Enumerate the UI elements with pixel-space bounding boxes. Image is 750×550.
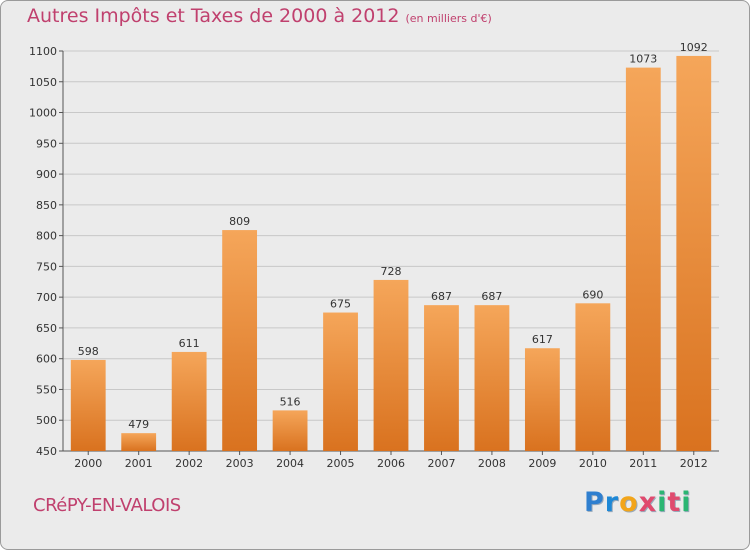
y-tick-label: 550 [36,383,57,396]
x-tick-label: 2006 [377,457,405,470]
bar [676,55,712,452]
chart-subtitle: (en milliers d'€) [405,12,492,25]
y-tick-label: 950 [36,137,57,150]
logo-letter: o [619,487,639,518]
town-name: CRéPY-EN-VALOIS [33,495,181,516]
data-label: 598 [78,345,99,358]
data-label: 687 [481,290,502,303]
y-tick-label: 750 [36,260,57,273]
logo-letter: x [638,487,658,518]
x-tick-label: 2000 [74,457,102,470]
y-tick-label: 850 [36,199,57,212]
bar [625,67,661,451]
logo-letter: i [657,487,668,518]
x-tick-label: 2012 [680,457,708,470]
y-tick-label: 1000 [29,107,57,120]
y-tick-label: 650 [36,322,57,335]
x-tick-label: 2007 [427,457,455,470]
x-tick-label: 2008 [478,457,506,470]
y-tick-label: 800 [36,230,57,243]
bar [171,351,207,451]
y-tick-label: 1100 [29,45,57,58]
x-tick-label: 2002 [175,457,203,470]
data-label: 617 [532,333,553,346]
x-tick-label: 2001 [125,457,153,470]
data-label: 516 [280,395,301,408]
x-tick-label: 2004 [276,457,304,470]
data-label: 728 [381,265,402,278]
logo-letter: P [584,487,605,518]
x-tick-label: 2003 [226,457,254,470]
data-label: 1073 [629,53,657,66]
data-label: 675 [330,298,351,311]
data-label: 687 [431,290,452,303]
data-label: 611 [179,337,200,350]
x-tick-label: 2010 [579,457,607,470]
bar [121,433,157,451]
data-label: 1092 [680,41,708,54]
bar [323,312,358,451]
bar [524,348,560,451]
y-tick-label: 450 [36,445,57,458]
bar [424,305,459,451]
proxiti-logo: Proxiti [584,487,692,518]
y-tick-label: 1050 [29,76,57,89]
chart-title: Autres Impôts et Taxes de 2000 à 2012 (en… [27,5,492,27]
logo-letter: i [681,487,692,518]
chart-title-text: Autres Impôts et Taxes de 2000 à 2012 [27,5,400,27]
data-label: 479 [128,418,149,431]
x-tick-label: 2011 [629,457,657,470]
y-tick-label: 500 [36,414,57,427]
data-label: 809 [229,215,250,228]
y-tick-label: 700 [36,291,57,304]
y-tick-label: 900 [36,168,57,181]
x-tick-label: 2005 [327,457,355,470]
y-tick-label: 600 [36,353,57,366]
bar [575,303,611,451]
x-tick-label: 2009 [528,457,556,470]
bar [474,305,510,451]
data-label: 690 [582,288,603,301]
bar [272,410,308,451]
bar [373,279,409,451]
bar [222,230,258,451]
logo-letter: t [667,487,682,518]
bar [70,359,106,451]
logo-letter: r [604,487,620,518]
